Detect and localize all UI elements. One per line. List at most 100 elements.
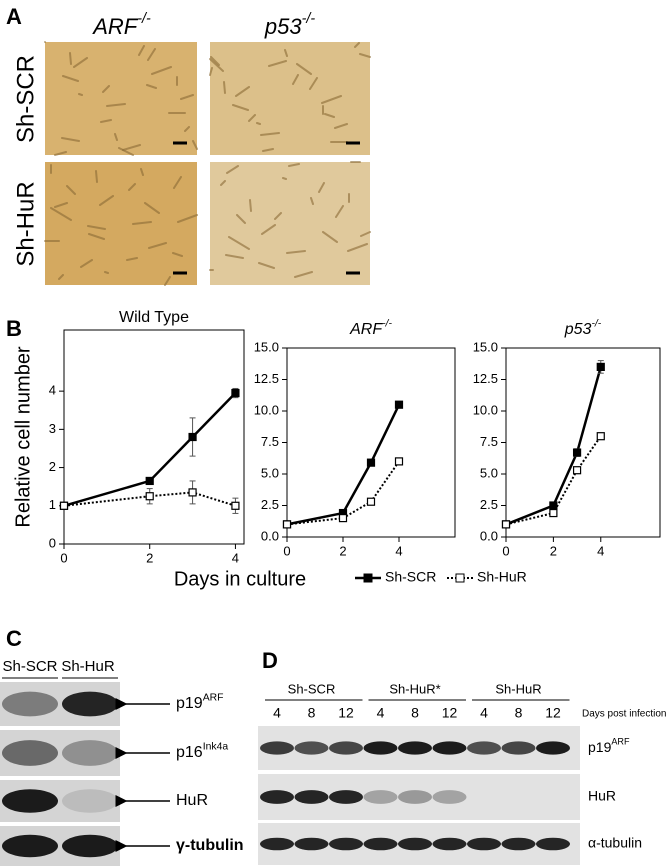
x-tick-label: 0 <box>60 550 67 565</box>
cell <box>321 95 342 104</box>
cell <box>209 67 213 76</box>
y-tick-label: 0.0 <box>480 528 498 543</box>
band <box>294 837 329 851</box>
column-header-sup: -/- <box>137 11 151 27</box>
band <box>2 740 58 766</box>
blot-label-sup: ARF <box>611 737 630 747</box>
lane-header: Sh-HuR <box>61 658 115 675</box>
cell <box>50 207 72 221</box>
cell <box>102 85 110 93</box>
y-tick-label: 2.5 <box>480 497 498 512</box>
lane-label: 12 <box>442 705 458 721</box>
cell <box>61 137 80 142</box>
cell <box>147 48 156 61</box>
x-tick-label: 0 <box>502 543 509 558</box>
marker <box>145 476 154 486</box>
cell <box>104 271 109 274</box>
marker <box>145 492 154 501</box>
x-tick-label: 2 <box>339 543 346 558</box>
series-line <box>286 404 401 526</box>
cell <box>249 199 252 212</box>
legend-label: Sh-HuR <box>477 569 527 585</box>
group-label: Sh-HuR* <box>389 681 440 696</box>
band <box>467 837 501 851</box>
marker <box>188 432 197 442</box>
marker <box>596 432 605 441</box>
cell <box>335 205 344 218</box>
blot-label-base: p16 <box>176 744 203 761</box>
cell <box>282 177 287 180</box>
cell <box>78 93 83 96</box>
cell <box>354 42 360 48</box>
marker <box>338 513 348 523</box>
band <box>2 789 58 813</box>
cell <box>220 180 226 186</box>
cell <box>114 133 118 141</box>
band <box>501 837 536 851</box>
cell <box>87 225 106 230</box>
lane-label: 8 <box>515 705 523 721</box>
x-tick-label: 4 <box>232 550 239 565</box>
cell <box>118 147 134 156</box>
cell <box>180 94 194 100</box>
cell <box>232 104 249 111</box>
marker <box>572 466 582 475</box>
x-tick-label: 2 <box>550 543 557 558</box>
y-tick-label: 2.5 <box>261 497 279 512</box>
band <box>260 741 294 755</box>
panel-label: A <box>6 4 22 29</box>
cell <box>360 231 371 237</box>
column-header-sup: -/- <box>302 11 316 27</box>
blot-label: α-tubulin <box>588 835 642 851</box>
chart-title-base: p53 <box>564 321 592 338</box>
cell <box>318 182 325 193</box>
y-tick-label: 3 <box>49 421 56 436</box>
blot-label: p19ARF <box>176 692 224 712</box>
cell <box>88 233 105 240</box>
panel-label: C <box>6 626 22 651</box>
marker <box>572 448 582 457</box>
y-tick-label: 7.5 <box>480 434 498 449</box>
cell <box>172 252 183 257</box>
band <box>329 790 363 804</box>
chart-title-sup: -/- <box>382 318 392 329</box>
cell <box>128 183 136 191</box>
cell <box>226 165 239 174</box>
lane-label: 8 <box>308 705 316 721</box>
y-tick-label: 5.0 <box>261 465 279 480</box>
band <box>398 790 432 804</box>
legend-marker <box>455 573 465 583</box>
chart-title-base: ARF <box>349 321 383 338</box>
micrograph <box>210 42 370 155</box>
y-tick-label: 0 <box>49 535 56 550</box>
cell <box>260 132 280 136</box>
chart-title: Wild Type <box>119 309 189 326</box>
y-tick-label: 15.0 <box>254 339 279 354</box>
lane-label: 4 <box>480 705 488 721</box>
cell <box>262 148 274 152</box>
marker <box>231 388 240 398</box>
marker <box>501 520 511 529</box>
y-tick-label: 12.5 <box>473 371 498 386</box>
band <box>329 837 363 851</box>
band <box>260 790 294 804</box>
y-tick-label: 1 <box>49 497 56 512</box>
cell <box>209 58 224 72</box>
cell <box>347 243 368 252</box>
cell <box>286 250 306 254</box>
micrograph <box>210 162 370 285</box>
cell <box>100 119 112 123</box>
y-tick-label: 5.0 <box>480 465 498 480</box>
column-header-base: p53 <box>264 14 302 39</box>
cell <box>138 45 145 56</box>
band <box>536 837 570 851</box>
marker <box>549 501 558 510</box>
marker <box>394 457 404 466</box>
cell <box>248 114 256 122</box>
cell <box>274 212 282 220</box>
cell <box>173 176 182 189</box>
x-tick-label: 2 <box>146 550 153 565</box>
y-axis-title: Relative cell number <box>12 346 34 528</box>
cell <box>132 221 152 225</box>
cell <box>334 123 348 129</box>
